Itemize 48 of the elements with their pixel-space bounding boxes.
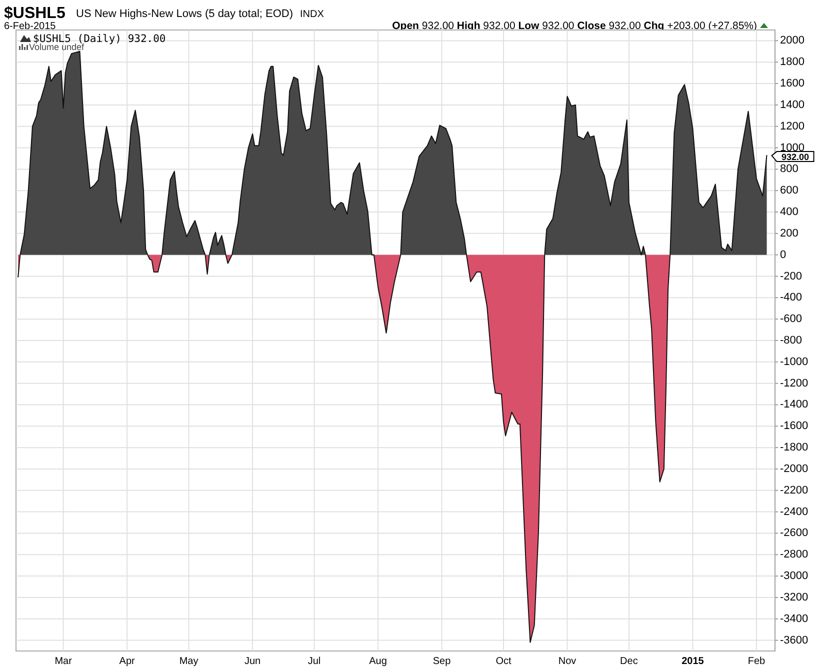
annotation: 6-Feb-2015 xyxy=(4,21,56,32)
annotation: $USHL5 (Daily) 932.00 xyxy=(33,33,166,45)
y-tick-label: 600 xyxy=(780,184,798,197)
y-tick-label: -1400 xyxy=(780,398,808,411)
x-tick-label: Mar xyxy=(54,656,73,667)
y-tick-label: -1600 xyxy=(780,420,808,432)
y-tick-label: -2800 xyxy=(780,548,808,561)
y-tick-label: -2600 xyxy=(780,527,808,540)
x-tick-label: 2015 xyxy=(682,656,704,667)
x-tick-label: Sep xyxy=(432,656,452,667)
y-tick-label: 800 xyxy=(780,163,798,176)
x-tick-label: Dec xyxy=(620,656,638,667)
y-tick-label: -1000 xyxy=(780,356,808,368)
y-tick-label: -3400 xyxy=(780,612,808,625)
y-tick-label: 400 xyxy=(780,206,798,218)
y-tick-label: -2200 xyxy=(780,484,808,496)
y-tick-label: -3000 xyxy=(780,570,808,582)
x-tick-label: Oct xyxy=(496,656,512,667)
chart-subtitle: US New Highs-New Lows (5 day total; EOD) xyxy=(76,8,294,20)
y-tick-label: 200 xyxy=(780,227,798,240)
x-tick-label: Jul xyxy=(308,656,321,667)
x-tick-label: May xyxy=(179,656,198,667)
y-tick-label: 1600 xyxy=(780,78,804,90)
annotation: Volume undef xyxy=(29,42,85,52)
y-tick-label: -1200 xyxy=(780,377,808,390)
y-tick-label: -3200 xyxy=(780,591,808,604)
y-tick-label: 0 xyxy=(780,248,786,261)
y-tick-label: -400 xyxy=(780,292,802,304)
y-tick-label: -1800 xyxy=(780,442,808,454)
text: INDX xyxy=(300,9,324,20)
x-tick-label: Apr xyxy=(119,656,136,667)
y-tick-label: -2000 xyxy=(780,462,808,475)
annotation: 932.00 xyxy=(782,152,810,162)
x-tick-label: Jun xyxy=(244,656,261,667)
y-tick-label: 1800 xyxy=(780,56,804,68)
y-tick-label: -2400 xyxy=(780,506,808,518)
y-tick-label: -200 xyxy=(780,270,802,282)
y-tick-label: -3600 xyxy=(780,634,808,646)
x-tick-label: Nov xyxy=(558,656,576,667)
x-tick-label: Feb xyxy=(748,656,766,667)
y-tick-label: 1400 xyxy=(780,98,804,111)
y-tick-label: 1200 xyxy=(780,120,804,132)
x-tick-label: Aug xyxy=(369,656,387,667)
y-tick-label: -600 xyxy=(780,313,802,326)
y-tick-label: -800 xyxy=(780,334,802,346)
y-tick-label: 2000 xyxy=(780,34,804,47)
y-tick-label: 1000 xyxy=(780,142,804,154)
chart-title: $USHL5 xyxy=(4,5,66,22)
